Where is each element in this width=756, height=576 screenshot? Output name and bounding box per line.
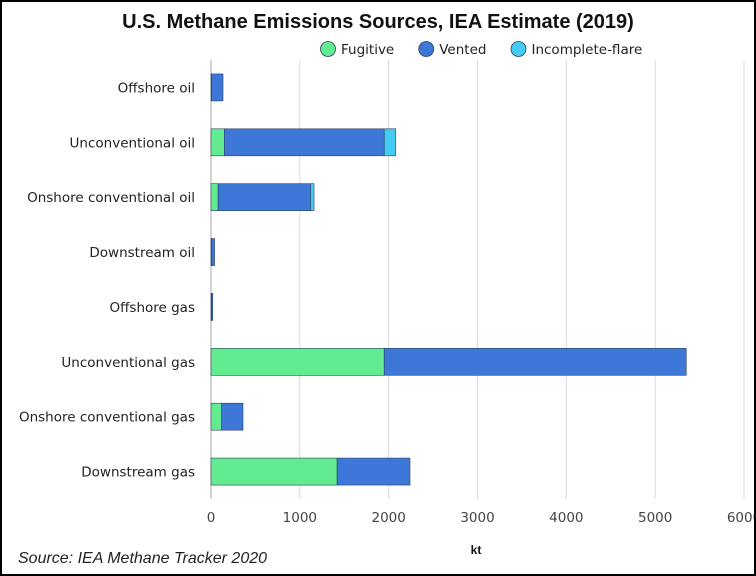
- x-tick-label-0: 0: [207, 510, 216, 526]
- x-tick-labels: 0 1000 2000 3000 4000 5000 6000: [207, 510, 754, 526]
- category-label-downstream-oil: Downstream oil: [89, 245, 195, 261]
- bar-downstream-gas-fugitive: [210, 457, 338, 486]
- source-note: Source: IEA Methane Tracker 2020: [18, 550, 268, 567]
- legend-swatch-incomplete-flare: [510, 41, 527, 57]
- bar-unconventional-oil-vented: [224, 128, 385, 157]
- category-label-unconventional-oil: Unconventional oil: [70, 135, 195, 151]
- bar-onshore-conventional-oil-vented: [217, 183, 311, 211]
- bar-downstream-gas-vented: [336, 457, 411, 486]
- x-tick-label-5000: 5000: [638, 510, 672, 526]
- category-label-unconventional-gas: Unconventional gas: [61, 355, 195, 371]
- category-labels: Offshore oil Unconventional oil Onshore co…: [19, 80, 195, 480]
- bar-unconventional-gas-fugitive: [210, 348, 385, 376]
- category-label-offshore-oil: Offshore oil: [118, 80, 195, 96]
- bars: [210, 73, 687, 486]
- legend-swatch-vented: [418, 41, 435, 57]
- chart-title: U.S. Methane Emissions Sources, IEA Esti…: [122, 11, 634, 33]
- category-label-onshore-conventional-oil: Onshore conventional oil: [27, 190, 195, 206]
- bar-unconventional-oil-fugitive: [210, 128, 225, 157]
- legend-label-fugitive: Fugitive: [341, 42, 394, 58]
- bar-onshore-conventional-gas-fugitive: [210, 402, 222, 431]
- category-label-onshore-conventional-gas: Onshore conventional gas: [19, 410, 195, 426]
- legend-label-vented: Vented: [439, 42, 486, 58]
- legend-swatch-fugitive: [320, 41, 336, 57]
- bar-onshore-conventional-oil-fugitive: [210, 183, 219, 211]
- bar-offshore-oil-vented: [211, 73, 224, 102]
- category-label-downstream-gas: Downstream gas: [81, 465, 195, 481]
- bar-onshore-conventional-oil-incomplete-flare: [310, 183, 315, 211]
- category-label-offshore-gas: Offshore gas: [109, 300, 195, 316]
- bar-unconventional-oil-incomplete-flare: [383, 128, 397, 157]
- x-tick-label-2000: 2000: [371, 510, 405, 526]
- x-axis-label: kt: [471, 543, 482, 557]
- x-tick-label-1000: 1000: [283, 510, 317, 526]
- x-tick-label-3000: 3000: [460, 510, 494, 526]
- bar-downstream-oil-vented: [211, 238, 215, 266]
- bar-onshore-conventional-gas-vented: [221, 402, 244, 431]
- bar-unconventional-gas-vented: [383, 348, 687, 376]
- legend: Fugitive Vented Incomplete-flare: [320, 41, 642, 58]
- legend-label-incomplete-flare: Incomplete-flare: [531, 42, 642, 58]
- x-tick-label-6000: 6000: [727, 510, 754, 526]
- gridlines: [210, 60, 745, 499]
- bar-offshore-gas-vented: [211, 293, 214, 321]
- x-tick-label-4000: 4000: [549, 510, 583, 526]
